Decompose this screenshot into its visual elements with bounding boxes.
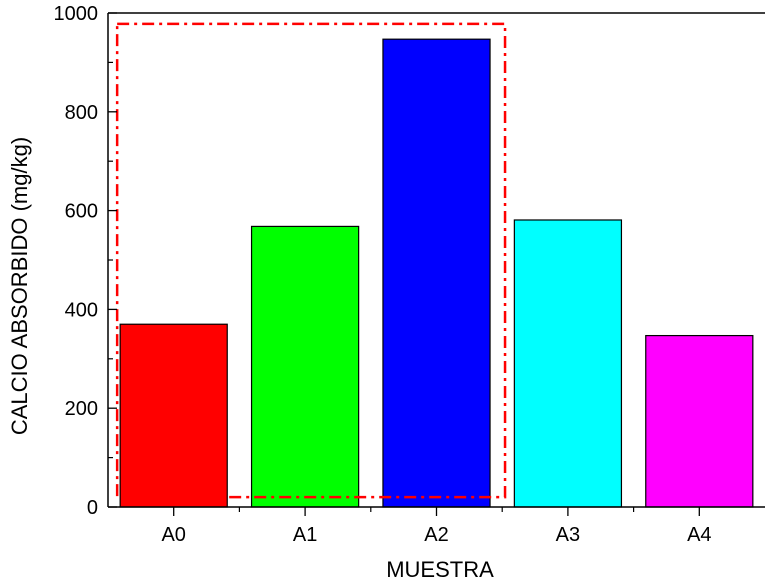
x-tick-label-a4: A4 — [687, 524, 711, 546]
y-tick-label: 0 — [87, 497, 98, 519]
bar-a3 — [513, 219, 623, 508]
y-tick-label: 600 — [65, 201, 98, 223]
labels-layer: 0 200 400 600 800 1000 A0 A1 A2 A3 A4 — [54, 3, 712, 546]
bars-layer — [119, 38, 754, 508]
y-tick-label: 400 — [65, 299, 98, 321]
y-tick-label: 1000 — [54, 3, 99, 25]
x-tick-label-a1: A1 — [293, 524, 317, 546]
bar-a4 — [645, 334, 754, 508]
x-tick-label-a0: A0 — [161, 524, 185, 546]
bar-a1 — [250, 225, 360, 508]
y-tick-label: 800 — [65, 102, 98, 124]
y-tick-label: 200 — [65, 398, 98, 420]
highlight-box — [115, 22, 507, 499]
axes-layer — [107, 12, 765, 516]
y-axis-title: CALCIO ABSORBIDO (mg/kg) — [7, 137, 32, 435]
bar-a2 — [382, 38, 491, 508]
highlight-layer — [115, 22, 507, 499]
x-axis-title: MUESTRA — [386, 557, 494, 579]
bar-a0 — [119, 323, 228, 508]
x-tick-label-a3: A3 — [556, 524, 580, 546]
x-tick-label-a2: A2 — [424, 524, 448, 546]
